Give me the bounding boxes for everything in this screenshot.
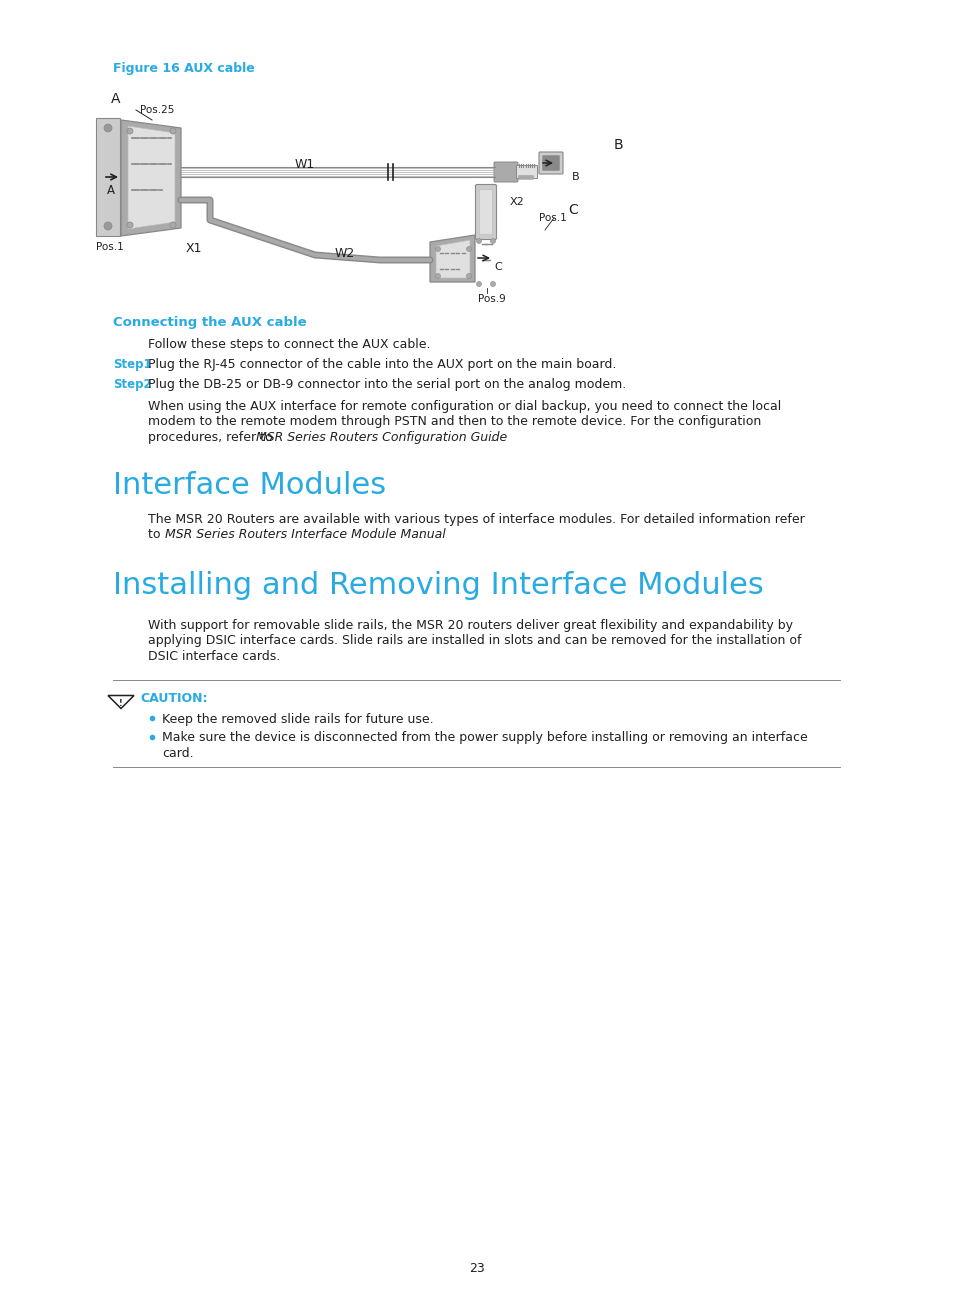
Bar (96, 118, 120, 236)
Text: Step1: Step1 (112, 358, 152, 371)
Circle shape (476, 238, 481, 244)
Text: Follow these steps to connect the AUX cable.: Follow these steps to connect the AUX ca… (148, 338, 430, 351)
Text: A: A (107, 184, 115, 197)
Text: B: B (614, 137, 623, 152)
Circle shape (435, 246, 440, 251)
FancyBboxPatch shape (538, 152, 562, 174)
Text: Connecting the AUX cable: Connecting the AUX cable (112, 316, 306, 329)
Text: With support for removable slide rails, the MSR 20 routers deliver great flexibi: With support for removable slide rails, … (148, 618, 792, 631)
Text: Plug the RJ-45 connector of the cable into the AUX port on the main board.: Plug the RJ-45 connector of the cable in… (148, 358, 616, 371)
Circle shape (170, 128, 175, 133)
Polygon shape (436, 240, 470, 279)
Text: The MSR 20 Routers are available with various types of interface modules. For de: The MSR 20 Routers are available with va… (148, 513, 804, 526)
Circle shape (104, 124, 112, 132)
FancyBboxPatch shape (516, 166, 537, 179)
Text: Step2: Step2 (112, 378, 152, 391)
Text: modem to the remote modem through PSTN and then to the remote device. For the co: modem to the remote modem through PSTN a… (148, 416, 760, 429)
Text: Plug the DB-25 or DB-9 connector into the serial port on the analog modem.: Plug the DB-25 or DB-9 connector into th… (148, 378, 625, 391)
Text: MSR Series Routers Interface Module Manual: MSR Series Routers Interface Module Manu… (165, 529, 445, 542)
Text: .: . (418, 529, 422, 542)
Text: to: to (148, 529, 164, 542)
Text: X2: X2 (510, 197, 524, 207)
Text: Installing and Removing Interface Modules: Installing and Removing Interface Module… (112, 570, 763, 600)
Circle shape (435, 273, 440, 279)
Polygon shape (430, 235, 475, 283)
Text: card.: card. (162, 746, 193, 759)
Circle shape (466, 246, 471, 251)
Circle shape (127, 128, 132, 133)
FancyBboxPatch shape (518, 176, 533, 179)
Text: B: B (572, 172, 579, 181)
Text: W2: W2 (335, 248, 355, 260)
Text: CAUTION:: CAUTION: (140, 692, 208, 705)
FancyBboxPatch shape (494, 162, 517, 181)
Circle shape (466, 273, 471, 279)
Circle shape (104, 222, 112, 229)
Text: .: . (490, 432, 494, 445)
Text: Figure 16 AUX cable: Figure 16 AUX cable (112, 62, 254, 75)
Text: 23: 23 (469, 1262, 484, 1275)
Circle shape (490, 281, 495, 286)
Text: C: C (494, 262, 501, 272)
Text: X1: X1 (186, 242, 202, 255)
Text: Pos.25: Pos.25 (140, 105, 174, 115)
FancyBboxPatch shape (479, 189, 492, 235)
Circle shape (490, 238, 495, 244)
Text: MSR Series Routers Configuration Guide: MSR Series Routers Configuration Guide (255, 432, 507, 445)
Text: Pos.9: Pos.9 (477, 294, 505, 305)
Polygon shape (121, 121, 181, 236)
Text: A: A (111, 92, 120, 106)
Text: Pos.1: Pos.1 (538, 213, 566, 223)
Text: W1: W1 (294, 158, 314, 171)
Text: Pos.1: Pos.1 (96, 242, 124, 251)
Text: Keep the removed slide rails for future use.: Keep the removed slide rails for future … (162, 713, 434, 726)
Polygon shape (128, 126, 174, 229)
Text: DSIC interface cards.: DSIC interface cards. (148, 649, 280, 662)
FancyBboxPatch shape (475, 184, 496, 240)
Text: When using the AUX interface for remote configuration or dial backup, you need t: When using the AUX interface for remote … (148, 400, 781, 413)
Text: Make sure the device is disconnected from the power supply before installing or : Make sure the device is disconnected fro… (162, 731, 807, 744)
Text: C: C (567, 203, 578, 216)
Text: applying DSIC interface cards. Slide rails are installed in slots and can be rem: applying DSIC interface cards. Slide rai… (148, 634, 801, 647)
Text: Interface Modules: Interface Modules (112, 470, 386, 500)
Text: !: ! (119, 699, 123, 708)
Circle shape (170, 222, 175, 228)
Text: procedures, refer to: procedures, refer to (148, 432, 276, 445)
Circle shape (127, 222, 132, 228)
FancyBboxPatch shape (542, 156, 558, 170)
Circle shape (476, 281, 481, 286)
